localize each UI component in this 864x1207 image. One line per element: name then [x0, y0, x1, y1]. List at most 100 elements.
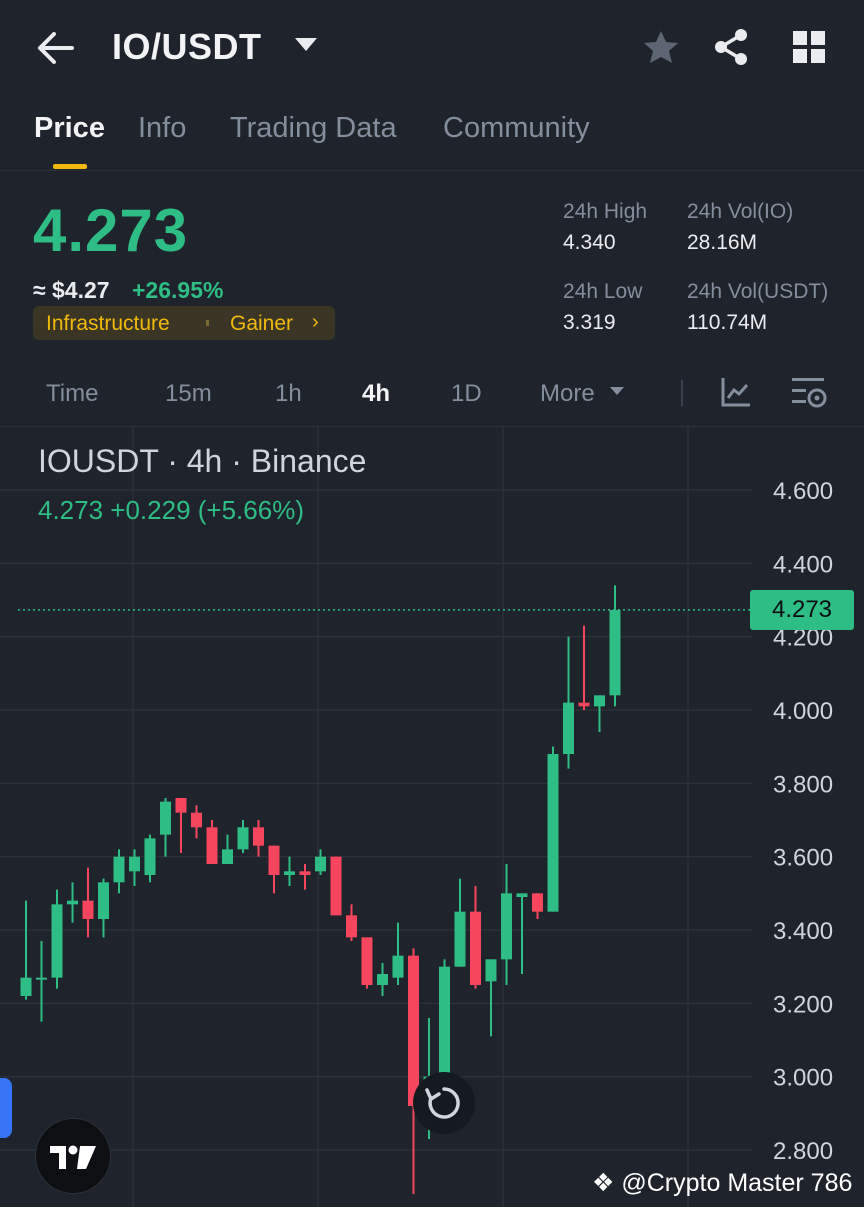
candle-body	[563, 702, 574, 754]
candle	[51, 889, 63, 989]
interval-4h[interactable]: 4h	[362, 380, 391, 407]
candle	[20, 900, 32, 1000]
usd-price: ≈ $4.27	[33, 277, 110, 303]
stat-high-value: 4.340	[563, 231, 616, 254]
candle	[563, 636, 574, 769]
y-axis-tick-label: 4.600	[773, 478, 833, 505]
candle-body	[191, 812, 202, 828]
candle-body	[237, 827, 249, 850]
divider	[681, 380, 683, 406]
chevron-right-icon[interactable]: ›	[312, 311, 319, 333]
candle	[98, 878, 109, 938]
candle-body	[470, 911, 481, 985]
candle-body	[578, 702, 590, 707]
reset-chart-button[interactable]	[413, 1072, 475, 1134]
candle	[392, 922, 404, 985]
candle	[67, 882, 78, 923]
candle	[346, 904, 357, 941]
back-arrow-icon[interactable]	[36, 30, 76, 66]
candle-body	[532, 893, 543, 912]
candle-body	[609, 609, 621, 696]
candle-body	[160, 801, 171, 835]
interval-1d[interactable]: 1D	[451, 380, 482, 407]
active-tab-indicator	[53, 164, 87, 169]
tag-category[interactable]: Infrastructure	[46, 312, 170, 335]
candle-body	[454, 911, 466, 967]
pair-title[interactable]: IO/USDT	[112, 26, 262, 67]
indicator-icon[interactable]	[720, 376, 752, 408]
tradingview-logo	[35, 1118, 111, 1194]
candle	[470, 886, 481, 989]
stat-vol-io-value: 28.16M	[687, 231, 758, 254]
stat-low-value: 3.319	[563, 311, 616, 334]
divider	[0, 170, 864, 171]
candle-body	[113, 856, 125, 883]
tag-status[interactable]: Gainer	[230, 312, 294, 335]
candle	[253, 820, 264, 857]
chart-symbol-line: IOUSDT · 4h · Binance	[38, 443, 367, 479]
candle-body	[253, 827, 264, 846]
candle	[609, 585, 621, 707]
candle-body	[144, 838, 156, 875]
candle-body	[594, 695, 605, 707]
interval-more[interactable]: More	[540, 380, 595, 407]
candle	[237, 820, 249, 853]
candle-body	[315, 856, 326, 872]
candle-body	[501, 893, 512, 960]
interval-time[interactable]: Time	[46, 380, 99, 407]
candle-body	[346, 915, 357, 938]
candle-body	[284, 871, 295, 875]
candle	[222, 834, 233, 864]
stat-high-label: 24h High	[563, 200, 648, 223]
interval-15m[interactable]: 15m	[165, 380, 212, 407]
candle	[206, 820, 218, 864]
tab-community[interactable]: Community	[443, 112, 590, 144]
grid-icon[interactable]	[792, 30, 826, 64]
candle-body	[392, 955, 404, 978]
y-axis-tick-label: 3.600	[773, 845, 833, 872]
candle	[454, 878, 466, 967]
change-percent: +26.95%	[132, 277, 224, 303]
candle	[516, 893, 528, 974]
tab-trading-data[interactable]: Trading Data	[230, 112, 397, 144]
candle-body	[206, 827, 218, 864]
candle-body	[98, 882, 109, 919]
candle	[268, 845, 280, 894]
chevron-down-icon[interactable]	[610, 387, 624, 395]
tab-price[interactable]: Price	[34, 112, 105, 144]
tab-info[interactable]: Info	[138, 112, 187, 144]
candlestick-chart[interactable]: 4.6004.4004.2004.0003.8003.6003.4003.200…	[0, 427, 864, 1207]
chart-settings-icon[interactable]	[790, 376, 828, 410]
candle	[284, 856, 295, 886]
candle-body	[516, 893, 528, 897]
drawer-handle[interactable]	[0, 1078, 12, 1138]
candle-body	[36, 977, 47, 980]
watermark-text: @Crypto Master 786	[621, 1169, 853, 1197]
tag-pill[interactable]	[33, 306, 335, 340]
current-price-tag-text: 4.273	[771, 596, 833, 623]
candle	[113, 849, 125, 894]
stat-vol-io-label: 24h Vol(IO)	[687, 200, 794, 223]
y-axis-tick-label: 3.800	[773, 771, 833, 798]
tag-separator	[206, 320, 209, 326]
candle-body	[299, 871, 311, 875]
candle	[160, 798, 171, 857]
candle	[377, 963, 388, 996]
candle	[299, 864, 311, 890]
candle-body	[330, 856, 342, 916]
candle	[330, 856, 342, 916]
y-axis-tick-label: 4.400	[773, 551, 833, 578]
y-axis-tick-label: 3.400	[773, 918, 833, 945]
candle-body	[485, 959, 497, 982]
chevron-down-icon[interactable]	[295, 38, 317, 51]
diamond-logo-icon: ❖	[592, 1169, 615, 1197]
star-icon[interactable]	[642, 28, 680, 66]
share-icon[interactable]	[714, 28, 750, 66]
candle-body	[82, 900, 94, 919]
stat-low-label: 24h Low	[563, 280, 643, 303]
candle	[485, 959, 497, 1037]
candle	[532, 893, 543, 919]
candle	[175, 798, 187, 853]
interval-1h[interactable]: 1h	[275, 380, 302, 407]
current-price-tag	[750, 590, 854, 630]
